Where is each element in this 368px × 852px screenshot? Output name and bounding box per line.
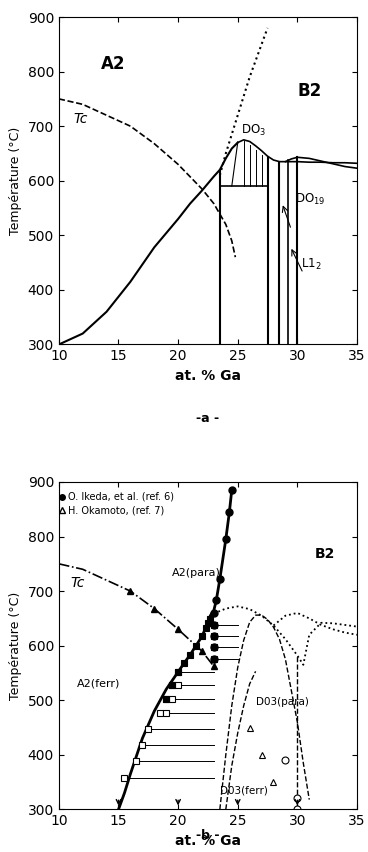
Y-axis label: Température (°C): Température (°C) [9, 591, 22, 699]
Text: DO$_{19}$: DO$_{19}$ [295, 192, 325, 207]
Text: B2: B2 [297, 82, 322, 101]
Text: L1$_2$: L1$_2$ [301, 257, 322, 272]
Text: A2(ferr): A2(ferr) [77, 678, 120, 688]
Text: DO$_3$: DO$_3$ [241, 123, 266, 138]
Text: Tc: Tc [73, 112, 88, 126]
Text: A2: A2 [100, 55, 125, 73]
Text: -a -: -a - [197, 412, 219, 425]
Text: B2: B2 [315, 547, 336, 561]
Text: -b -: -b - [196, 829, 220, 843]
Text: H. Okamoto, (ref. 7): H. Okamoto, (ref. 7) [68, 505, 164, 515]
Text: D03(para): D03(para) [256, 697, 308, 706]
X-axis label: at. % Ga: at. % Ga [175, 834, 241, 848]
Y-axis label: Température (°C): Température (°C) [9, 127, 22, 235]
Text: A2(para): A2(para) [172, 567, 221, 578]
Text: D03(ferr): D03(ferr) [220, 785, 268, 795]
Text: O. Ikeda, et al. (ref. 6): O. Ikeda, et al. (ref. 6) [68, 492, 174, 502]
Text: Tc: Tc [71, 576, 85, 590]
X-axis label: at. % Ga: at. % Ga [175, 369, 241, 383]
